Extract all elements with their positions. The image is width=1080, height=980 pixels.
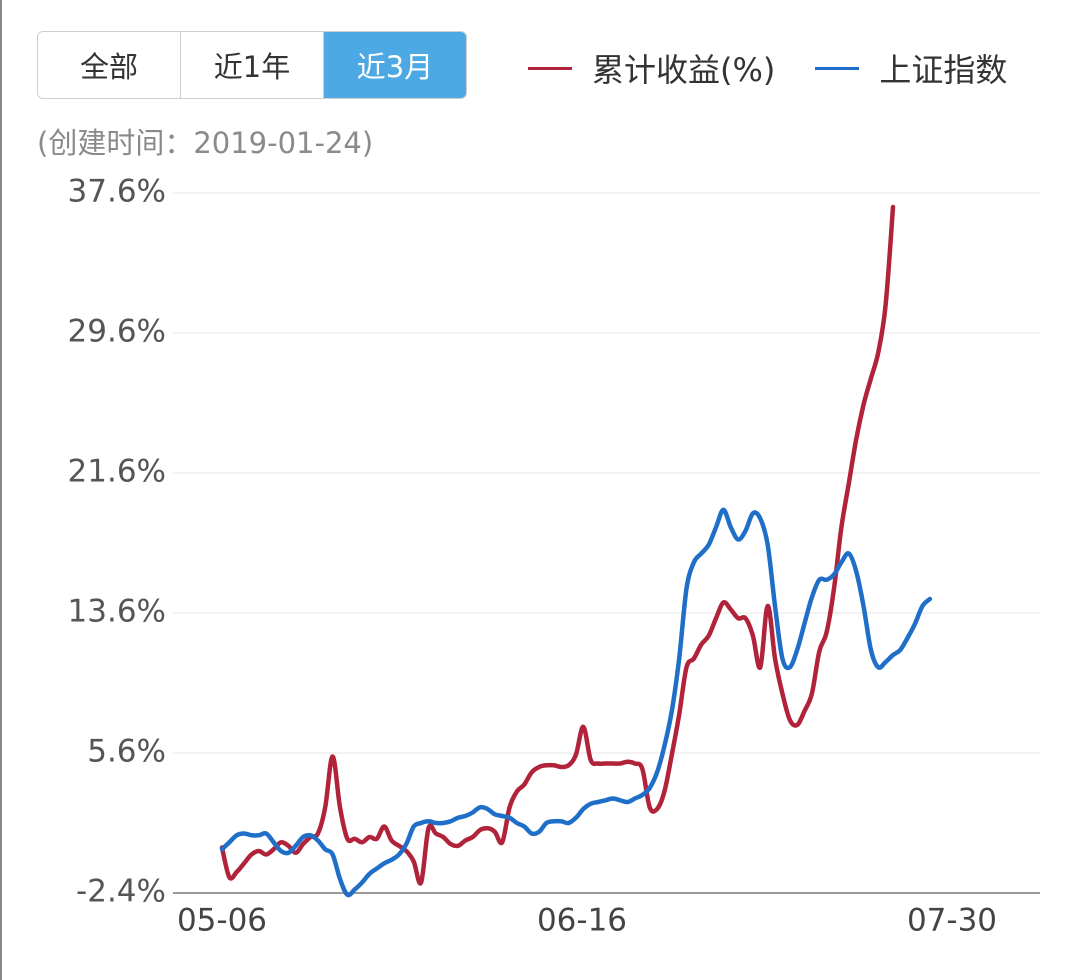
y-axis-ticks: 37.6% 29.6% 21.6% 13.6% 5.6% -2.4% — [68, 174, 166, 910]
y-tick-label: 5.6% — [87, 734, 166, 770]
creation-date: (创建时间：2019-01-24) — [37, 126, 374, 160]
y-tick-label: 37.6% — [68, 174, 166, 210]
tab-all[interactable]: 全部 — [38, 32, 181, 98]
legend-item-cumulative-return[interactable]: 累计收益(%) — [528, 45, 775, 91]
series-line-cumulative-return — [219, 204, 896, 886]
x-tick-label: 06-16 — [537, 903, 627, 939]
y-tick-label: 29.6% — [68, 314, 166, 350]
series-line-sse-index — [219, 507, 933, 898]
y-tick-label: 21.6% — [68, 454, 166, 490]
legend-label-cumulative-return: 累计收益(%) — [592, 51, 776, 89]
period-tabs: 全部 近1年 近3月 — [37, 31, 467, 99]
grid-lines — [173, 192, 1040, 894]
left-border — [0, 0, 2, 980]
chart-legend: 累计收益(%) 上证指数 — [528, 45, 1007, 91]
legend-item-sse-index[interactable]: 上证指数 — [815, 45, 1007, 91]
tab-3-months[interactable]: 近3月 — [324, 32, 466, 98]
legend-swatch-sse-index — [815, 66, 860, 70]
y-tick-label: 13.6% — [68, 594, 166, 630]
legend-swatch-cumulative-return — [528, 66, 572, 70]
x-tick-label: 07-30 — [907, 903, 997, 939]
series-lines — [219, 204, 933, 898]
y-tick-label: -2.4% — [76, 874, 166, 910]
legend-label-sse-index: 上证指数 — [879, 51, 1008, 89]
x-tick-label: 05-06 — [177, 903, 267, 939]
tab-1-year[interactable]: 近1年 — [181, 32, 324, 98]
x-axis-ticks: 05-06 06-16 07-30 — [177, 903, 997, 939]
